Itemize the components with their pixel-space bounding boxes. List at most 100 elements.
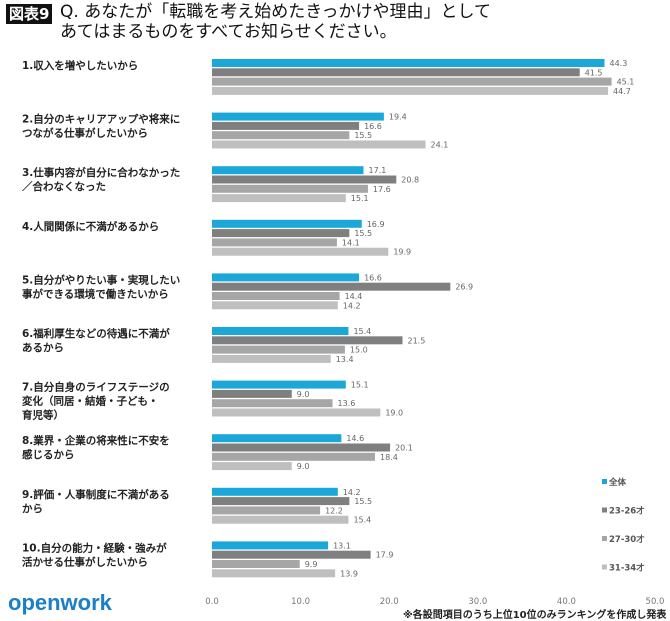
bar (212, 59, 605, 67)
category-label: 5.自分がやりたい事・実現したい (22, 273, 180, 286)
data-label: 17.1 (369, 166, 387, 175)
data-label: 15.5 (354, 131, 372, 140)
x-tick-label: 0.0 (205, 597, 219, 607)
legend-swatch (602, 536, 607, 541)
data-label: 16.6 (364, 273, 382, 282)
bar (212, 336, 403, 345)
bar (212, 86, 609, 95)
bar (212, 506, 321, 515)
bar (212, 497, 350, 506)
data-label: 44.7 (613, 87, 631, 96)
data-label: 24.1 (431, 141, 449, 150)
chart-title: Q. あなたが「転職を考え始めたきっかけや理由」として あてはまるものをすべてお… (60, 2, 660, 42)
data-label: 20.8 (401, 176, 419, 185)
data-label: 41.5 (585, 68, 603, 77)
data-label: 19.0 (385, 409, 403, 418)
data-label: 18.4 (380, 453, 398, 462)
category-label: 変化（同居・結婚・子ども・ (22, 395, 159, 408)
bar (212, 131, 350, 140)
data-label: 13.9 (340, 569, 358, 578)
bar (212, 327, 349, 335)
data-label: 19.4 (389, 113, 407, 122)
data-label: 44.3 (609, 59, 627, 68)
category-label: 8.業界・企業の将来性に不安を (22, 434, 170, 447)
legend-label: 全体 (608, 477, 627, 488)
legend-label: 27-30才 (609, 534, 645, 545)
bar (212, 175, 397, 184)
bar (212, 569, 336, 578)
data-label: 15.4 (353, 327, 371, 336)
category-label: から (22, 503, 43, 515)
category-label: 10.自分の能力・経験・強みが (22, 541, 167, 554)
data-label: 14.4 (345, 292, 363, 301)
bar (212, 301, 338, 310)
bar (212, 354, 331, 363)
data-label: 13.1 (333, 541, 351, 550)
category-label: 育児等） (22, 409, 64, 422)
data-label: 14.2 (343, 301, 361, 310)
category-label: 1.収入を増やしたいから (22, 59, 138, 72)
data-label: 15.4 (353, 516, 371, 525)
data-label: 15.5 (354, 497, 372, 506)
x-tick-label: 10.0 (291, 597, 310, 607)
bar (212, 515, 349, 524)
data-label: 9.0 (297, 462, 310, 471)
category-label: 6.福利厚生などの待遇に不満が (22, 327, 170, 340)
legend-swatch (602, 507, 607, 513)
bar (212, 452, 376, 461)
category-label: 事ができる環境で働きたいから (22, 287, 169, 300)
bar (212, 238, 337, 247)
data-label: 15.1 (351, 381, 369, 390)
data-label: 12.2 (325, 506, 343, 515)
bar (212, 282, 451, 291)
bar (212, 560, 300, 568)
bar (212, 184, 368, 193)
data-label: 14.1 (342, 238, 360, 247)
legend-swatch (602, 479, 607, 484)
bar (212, 408, 381, 417)
data-label: 17.9 (376, 551, 394, 560)
data-label: 16.6 (364, 122, 382, 131)
data-label: 20.1 (395, 444, 413, 453)
data-label: 26.9 (455, 283, 473, 292)
legend-label: 31-34才 (609, 563, 645, 574)
x-tick-label: 50.0 (646, 597, 665, 607)
data-label: 13.6 (337, 399, 355, 408)
figure-badge: 図表9 (6, 4, 53, 24)
category-label: 感じるから (22, 448, 75, 461)
data-label: 15.0 (350, 346, 368, 355)
legend-swatch (602, 564, 607, 570)
bar (212, 229, 350, 238)
footnote: ※各設問項目のうち上位10位のみランキングを作成し発表 (403, 610, 667, 621)
category-label: ／合わなくなった (22, 180, 106, 193)
bar (212, 247, 389, 256)
bar (212, 219, 362, 228)
bar (212, 550, 371, 559)
category-label: 9.評価・人事制度に不満がある (22, 488, 170, 501)
bar (212, 541, 329, 550)
category-label: 7.自分自身のライフステージの (22, 381, 170, 394)
category-label: 活かせる仕事がしたいから (22, 555, 148, 568)
x-tick-label: 40.0 (557, 597, 576, 607)
title-line-2: あてはまるものをすべてお知らせください。 (60, 22, 397, 42)
bar (212, 487, 338, 496)
bar (212, 77, 612, 86)
category-label: 3.仕事内容が自分に合わなかった (22, 166, 180, 179)
bar (212, 389, 292, 398)
bar (212, 462, 292, 471)
data-label: 13.4 (336, 355, 354, 364)
legend-label: 23-26才 (609, 506, 645, 517)
bar (212, 112, 384, 121)
bar (212, 443, 391, 452)
data-label: 16.9 (367, 220, 385, 229)
data-label: 17.6 (373, 185, 391, 194)
bar (212, 345, 345, 354)
bar (212, 292, 340, 300)
bar (212, 399, 333, 408)
title-line-1: Q. あなたが「転職を考え始めたきっかけや理由」として (60, 2, 491, 22)
data-label: 15.5 (354, 229, 372, 238)
bar (212, 166, 364, 175)
bar (212, 68, 580, 77)
category-label: あるから (22, 341, 64, 354)
